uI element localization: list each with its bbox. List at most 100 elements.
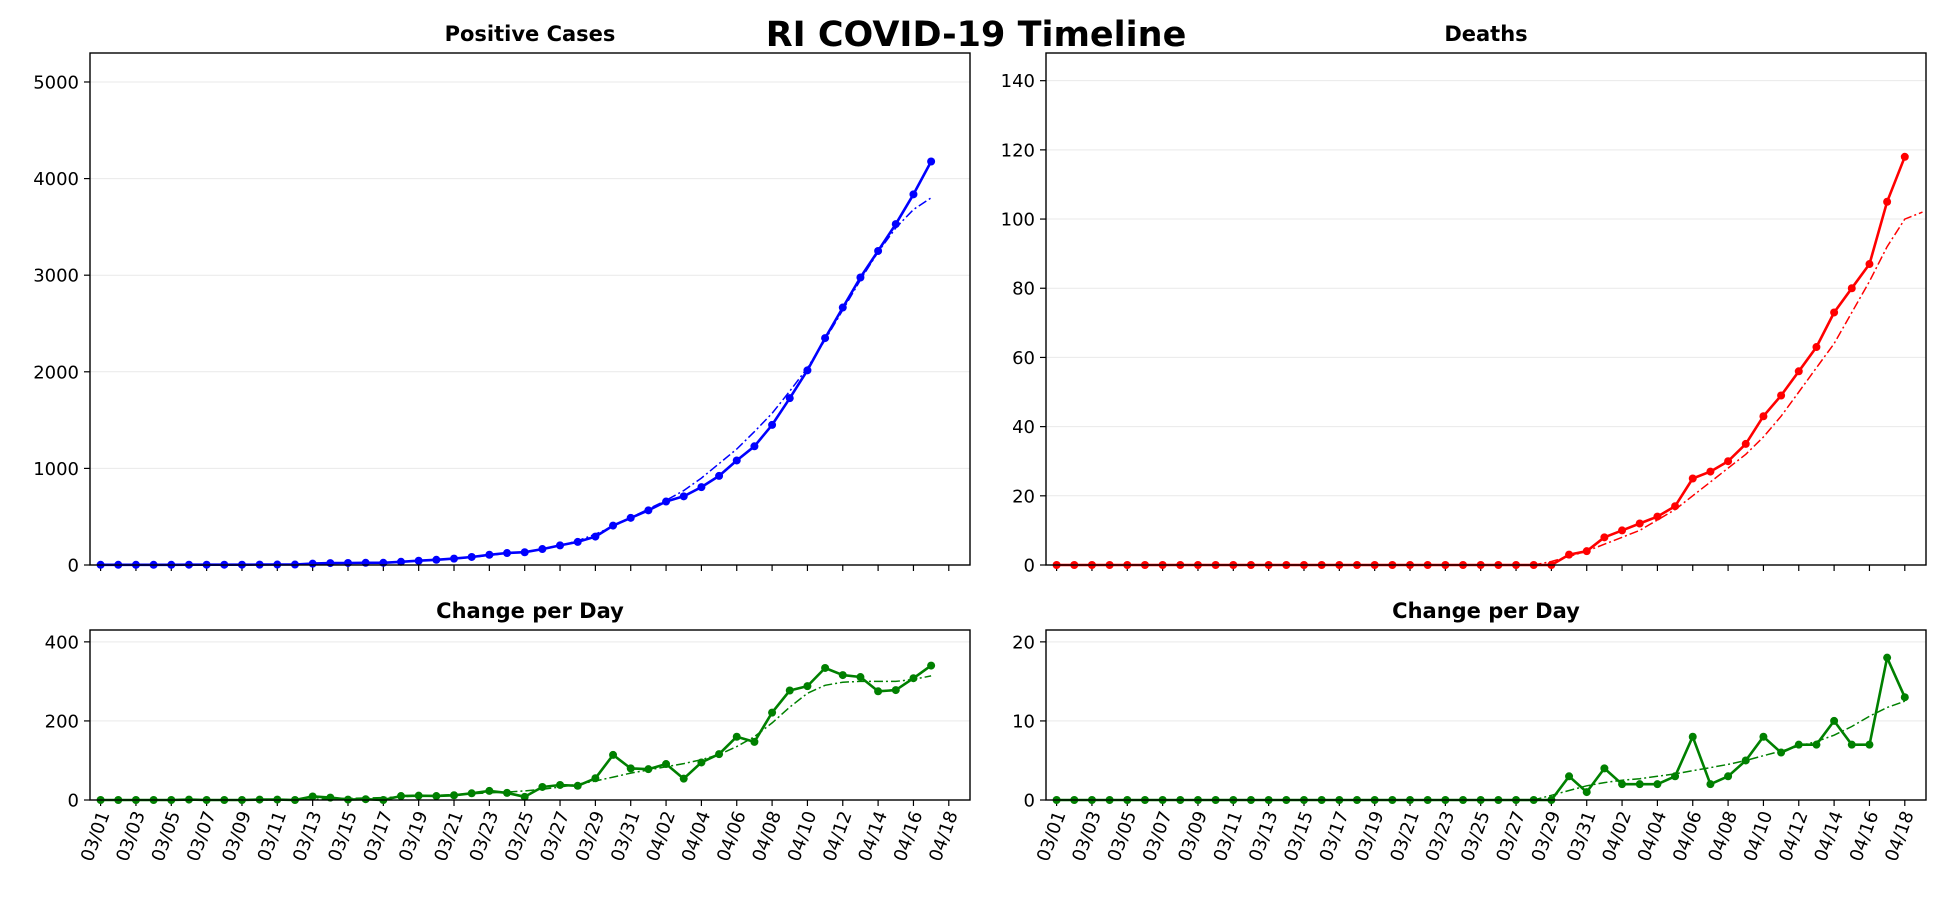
x-tick-label: 04/18 — [1881, 808, 1918, 864]
x-tick-label: 03/27 — [536, 808, 573, 864]
y-tick-label: 0 — [1024, 556, 1035, 577]
x-tick-label: 03/23 — [466, 808, 503, 864]
data-point — [1635, 519, 1644, 528]
data-point — [503, 788, 512, 797]
data-point — [874, 687, 883, 696]
x-tick-label: 04/12 — [819, 808, 856, 864]
x-tick-label: 03/31 — [1563, 808, 1600, 864]
data-point — [626, 513, 635, 522]
data-point — [1847, 284, 1856, 293]
y-tick-label: 120 — [1001, 140, 1035, 161]
x-tick-label: 03/01 — [77, 808, 114, 864]
y-tick-label: 3000 — [33, 266, 79, 287]
data-point — [838, 303, 847, 312]
y-tick-label: 4000 — [33, 169, 79, 190]
data-point — [856, 673, 865, 682]
data-point — [520, 792, 529, 801]
x-tick-label: 03/15 — [1280, 808, 1317, 864]
data-point — [1812, 740, 1821, 749]
data-point — [1777, 391, 1786, 400]
data-point — [891, 686, 900, 695]
y-tick-label: 60 — [1012, 348, 1035, 369]
data-point — [821, 663, 830, 672]
x-tick-label: 03/03 — [112, 808, 149, 864]
panel-title: Change per Day — [1392, 599, 1580, 623]
x-tick-label: 03/17 — [1316, 808, 1353, 864]
data-point — [768, 708, 777, 717]
y-tick-label: 0 — [68, 556, 79, 577]
x-tick-label: 03/21 — [1386, 808, 1423, 864]
x-tick-label: 04/02 — [1598, 808, 1635, 864]
data-point — [361, 795, 370, 804]
cases-change-per-day-panel: 020040003/0103/0303/0503/0703/0903/1103/… — [45, 599, 971, 864]
x-tick-label: 04/14 — [1811, 808, 1848, 864]
data-point — [1600, 764, 1609, 773]
data-point — [1600, 533, 1609, 542]
data-point — [308, 792, 317, 801]
x-tick-label: 04/16 — [890, 808, 927, 864]
x-tick-label: 04/10 — [784, 808, 821, 864]
x-tick-label: 03/17 — [360, 808, 397, 864]
data-point — [503, 549, 512, 558]
data-point — [467, 789, 476, 798]
data-point — [450, 791, 459, 800]
y-tick-label: 140 — [1001, 71, 1035, 92]
data-point — [644, 765, 653, 774]
data-point — [732, 456, 741, 465]
y-tick-label: 1000 — [33, 459, 79, 480]
data-point — [1653, 780, 1662, 789]
plot-frame — [1045, 52, 1927, 566]
data-point — [715, 750, 724, 759]
data-point — [1618, 526, 1627, 535]
data-point — [750, 442, 759, 451]
data-point — [679, 492, 688, 501]
x-tick-label: 03/29 — [1528, 808, 1565, 864]
data-point — [927, 661, 936, 670]
data-point — [1653, 512, 1662, 521]
data-point — [803, 366, 812, 375]
x-tick-label: 04/02 — [642, 808, 679, 864]
data-point — [1759, 412, 1768, 421]
panel-title: Change per Day — [436, 599, 624, 623]
x-tick-label: 04/14 — [855, 808, 892, 864]
y-tick-label: 40 — [1012, 417, 1035, 438]
data-point — [1794, 740, 1803, 749]
data-point — [927, 157, 936, 166]
x-tick-label: 03/25 — [501, 808, 538, 864]
data-point — [679, 774, 688, 783]
x-tick-label: 03/19 — [1351, 808, 1388, 864]
x-tick-label: 03/05 — [148, 808, 185, 864]
data-point — [1688, 732, 1697, 741]
data-point — [1830, 716, 1839, 725]
data-point — [1865, 260, 1874, 269]
x-tick-label: 04/08 — [748, 808, 785, 864]
panel-title: Positive Cases — [445, 22, 616, 46]
x-tick-label: 03/25 — [1457, 808, 1494, 864]
data-point — [1847, 740, 1856, 749]
data-point — [1635, 780, 1644, 789]
data-point — [697, 483, 706, 492]
y-tick-label: 200 — [45, 711, 79, 732]
data-point — [715, 471, 724, 480]
data-point — [397, 557, 406, 566]
data-point — [1724, 772, 1733, 781]
data-point — [732, 732, 741, 741]
data-point — [626, 764, 635, 773]
y-tick-label: 20 — [1012, 632, 1035, 653]
y-tick-label: 0 — [1024, 791, 1035, 812]
x-tick-label: 03/03 — [1068, 808, 1105, 864]
data-point — [397, 792, 406, 801]
data-point — [1688, 474, 1697, 483]
x-tick-label: 03/13 — [1245, 808, 1282, 864]
data-point — [1724, 457, 1733, 466]
data-point — [1812, 343, 1821, 352]
positive-cases-panel: 0 1000 2000 3000 4000 5000 Positive Cases — [33, 22, 971, 577]
x-tick-label: 03/01 — [1033, 808, 1070, 864]
trend-line — [100, 675, 932, 801]
x-tick-label: 04/06 — [713, 808, 750, 864]
y-tick-label: 20 — [1012, 486, 1035, 507]
x-tick-label: 03/07 — [183, 808, 220, 864]
y-tick-label: 400 — [45, 632, 79, 653]
data-series-line — [100, 160, 933, 567]
